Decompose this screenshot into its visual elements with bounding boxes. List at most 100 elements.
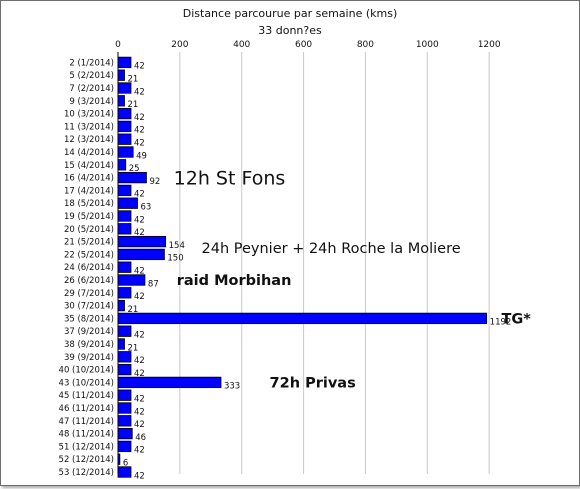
category-label: 52 (12/2014) <box>59 455 114 465</box>
data-label: 1192 <box>490 318 512 328</box>
category-label: 9 (3/2014) <box>69 97 114 107</box>
annotation-label: TG* <box>502 311 532 327</box>
annotation-label: 12h St Fons <box>174 167 286 189</box>
category-label: 10 (3/2014) <box>64 110 114 120</box>
category-label: 51 (12/2014) <box>59 442 114 452</box>
bar <box>117 95 125 107</box>
data-label: 25 <box>129 164 140 174</box>
data-label: 42 <box>134 87 145 97</box>
data-label: 42 <box>134 330 145 340</box>
bar <box>117 184 132 197</box>
data-label: 42 <box>134 420 145 430</box>
data-label: 21 <box>127 305 138 315</box>
category-label: 37 (9/2014) <box>64 327 114 337</box>
data-label: 92 <box>149 177 160 187</box>
x-tick-label: 400 <box>233 40 250 50</box>
category-label: 5 (2/2014) <box>69 71 114 81</box>
data-label: 42 <box>134 446 145 456</box>
bar <box>117 146 134 158</box>
gridlines <box>179 52 490 474</box>
x-tick-label: 800 <box>357 40 374 50</box>
data-label: 150 <box>167 254 183 264</box>
bar <box>117 223 132 235</box>
x-tick-label: 1200 <box>478 40 501 50</box>
bar <box>117 261 132 273</box>
category-label: 15 (4/2014) <box>64 161 114 171</box>
bar <box>117 389 132 401</box>
data-label: 42 <box>134 62 145 72</box>
category-label: 29 (7/2014) <box>64 289 114 299</box>
x-tick-label: 0 <box>115 40 121 50</box>
bar <box>117 159 127 171</box>
annotation-label: raid Morbihan <box>177 273 292 289</box>
bar <box>117 440 132 453</box>
category-label: 35 (8/2014) <box>64 314 114 324</box>
chart-title: Distance parcourue par semaine (kms) <box>183 7 398 20</box>
category-label: 21 (5/2014) <box>64 238 114 248</box>
annotations: 12h St Fons 24h Peynier + 24h Roche la Mo… <box>174 167 532 391</box>
category-labels: 2 (1/2014) 5 (2/2014) 7 (2/2014) 9 (3/2014)… <box>59 58 114 478</box>
bar <box>117 402 132 414</box>
data-label: 21 <box>127 343 138 353</box>
data-label: 42 <box>134 228 145 238</box>
category-label: 26 (6/2014) <box>64 276 114 286</box>
category-label: 48 (11/2014) <box>59 430 114 440</box>
bar <box>117 299 125 312</box>
category-label: 19 (5/2014) <box>64 212 114 222</box>
bar <box>117 69 125 81</box>
category-label: 17 (4/2014) <box>64 186 114 196</box>
data-label: 87 <box>148 279 159 289</box>
bar <box>117 248 165 261</box>
category-label: 11 (3/2014) <box>64 122 114 132</box>
category-label: 16 (4/2014) <box>64 174 114 184</box>
annotation-label: 72h Privas <box>270 375 356 391</box>
data-label: 49 <box>136 151 147 161</box>
x-tick-label: 1000 <box>416 40 439 50</box>
bar <box>117 325 132 337</box>
data-label: 42 <box>134 113 145 123</box>
bar <box>117 133 132 145</box>
category-label: 30 (7/2014) <box>64 302 114 312</box>
category-label: 38 (9/2014) <box>64 340 114 350</box>
chart-subtitle: 33 donn?es <box>258 24 322 37</box>
data-label: 42 <box>134 266 145 276</box>
category-label: 12 (3/2014) <box>64 135 114 145</box>
category-label: 45 (11/2014) <box>59 391 114 401</box>
category-label: 14 (4/2014) <box>64 148 114 158</box>
data-label: 42 <box>134 471 145 481</box>
bar <box>117 56 132 69</box>
bars <box>117 56 488 478</box>
x-axis-ticks: 0 200 400 600 800 1000 1200 <box>115 40 501 50</box>
bar <box>117 287 132 299</box>
data-label: 333 <box>224 382 240 392</box>
bar <box>117 415 132 427</box>
data-label: 42 <box>134 190 145 200</box>
bar <box>117 338 125 350</box>
value-labels: 4221422142424249259242634242154150428742… <box>123 62 511 482</box>
bar <box>117 210 132 222</box>
category-label: 46 (11/2014) <box>59 404 114 414</box>
category-label: 20 (5/2014) <box>64 225 114 235</box>
category-label: 47 (11/2014) <box>59 417 114 427</box>
x-tick-label: 600 <box>295 40 312 50</box>
bar <box>117 120 132 133</box>
data-label: 42 <box>134 356 145 366</box>
x-tick-label: 200 <box>171 40 188 50</box>
category-label: 39 (9/2014) <box>64 353 114 363</box>
bar <box>117 427 133 440</box>
data-label: 21 <box>127 74 138 84</box>
category-label: 53 (12/2014) <box>59 468 114 478</box>
category-label: 24 (6/2014) <box>64 263 114 273</box>
category-label: 2 (1/2014) <box>69 58 114 68</box>
data-label: 42 <box>134 126 145 136</box>
data-label: 42 <box>134 292 145 302</box>
data-label: 46 <box>135 433 146 443</box>
category-label: 18 (5/2014) <box>64 199 114 209</box>
data-label: 42 <box>134 369 145 379</box>
data-label: 6 <box>123 458 128 468</box>
data-label: 42 <box>134 407 145 417</box>
data-label: 42 <box>134 138 145 148</box>
category-label: 7 (2/2014) <box>69 84 114 94</box>
